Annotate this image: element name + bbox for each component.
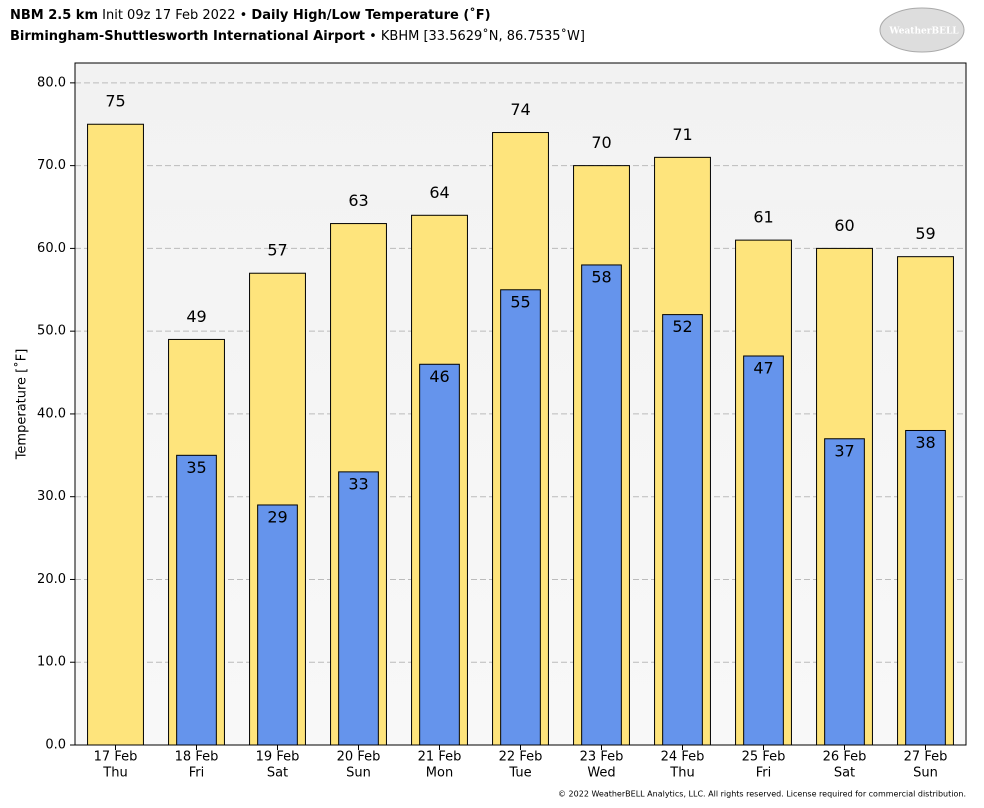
x-tick-label: 26 Feb bbox=[823, 750, 867, 765]
value-label: 70 bbox=[591, 133, 611, 152]
plot-frame bbox=[74, 62, 967, 746]
value-label: 46 bbox=[429, 367, 449, 386]
x-tick-label: 20 Feb bbox=[337, 750, 381, 765]
value-label: 52 bbox=[672, 317, 692, 336]
value-label: 60 bbox=[834, 216, 854, 235]
bar bbox=[824, 438, 865, 746]
x-tick-label: 19 Feb bbox=[256, 750, 300, 765]
value-label: 64 bbox=[429, 183, 449, 202]
x-tick-label: 18 Feb bbox=[175, 750, 219, 765]
footer: © 2022 WeatherBELL Analytics, LLC. All r… bbox=[558, 790, 966, 799]
x-tick-label: 24 Feb bbox=[661, 750, 705, 765]
subtitle-part: Birmingham-Shuttlesworth International A… bbox=[10, 29, 365, 44]
value-label: 55 bbox=[510, 292, 530, 311]
value-label: 59 bbox=[915, 224, 935, 243]
bar bbox=[338, 471, 379, 746]
x-tick-label: 25 Feb bbox=[742, 750, 786, 765]
chart-title: NBM 2.5 km Init 09z 17 Feb 2022 • Daily … bbox=[10, 7, 491, 23]
x-tick-label: 27 Feb bbox=[904, 750, 948, 765]
value-label: 38 bbox=[915, 433, 935, 452]
logo: WeatherBELL bbox=[888, 27, 959, 37]
title-part: NBM 2.5 km bbox=[10, 8, 98, 23]
value-label: 63 bbox=[348, 191, 368, 210]
value-label: 33 bbox=[348, 474, 368, 493]
y-tick-label: 10.0 bbox=[37, 655, 66, 670]
title-part: • bbox=[240, 8, 248, 23]
value-label: 71 bbox=[672, 125, 692, 144]
subtitle-part: • KBHM [33.5629˚N, 86.7535˚W] bbox=[369, 28, 585, 44]
x-tick-label: Fri bbox=[756, 766, 772, 781]
value-label: 37 bbox=[834, 441, 854, 460]
y-tick-label: 70.0 bbox=[37, 158, 66, 173]
y-tick-label: 80.0 bbox=[37, 75, 66, 90]
x-tick-label: 22 Feb bbox=[499, 750, 543, 765]
bar bbox=[176, 454, 217, 746]
x-tick-label: Fri bbox=[189, 766, 205, 781]
value-label: 47 bbox=[753, 358, 773, 377]
x-tick-label: Sat bbox=[267, 766, 288, 781]
bar bbox=[581, 264, 622, 746]
value-label: 61 bbox=[753, 208, 773, 227]
chart-subtitle: Birmingham-Shuttlesworth International A… bbox=[10, 28, 585, 44]
x-tick-label: Thu bbox=[669, 766, 694, 781]
bar bbox=[500, 289, 541, 746]
value-label: 74 bbox=[510, 100, 530, 119]
value-label: 58 bbox=[591, 267, 611, 286]
x-tick-label: 23 Feb bbox=[580, 750, 624, 765]
logo-mark bbox=[879, 7, 965, 53]
value-label: 49 bbox=[186, 307, 206, 326]
value-label: 75 bbox=[105, 92, 125, 111]
x-tick-label: Sat bbox=[834, 766, 855, 781]
y-tick-label: 0.0 bbox=[45, 738, 66, 753]
y-tick-label: 20.0 bbox=[37, 572, 66, 587]
title-part: Daily High/Low Temperature (˚F) bbox=[251, 7, 490, 23]
bar bbox=[257, 504, 298, 746]
x-tick-label: Sun bbox=[913, 766, 938, 781]
x-tick-label: Wed bbox=[587, 766, 615, 781]
y-tick-label: 60.0 bbox=[37, 241, 66, 256]
y-tick-label: 40.0 bbox=[37, 406, 66, 421]
bar bbox=[662, 314, 703, 746]
value-label: 29 bbox=[267, 507, 287, 526]
x-tick-label: Thu bbox=[102, 766, 127, 781]
x-tick-label: 17 Feb bbox=[94, 750, 138, 765]
title-part: Init 09z 17 Feb 2022 bbox=[102, 8, 235, 23]
x-tick-label: 21 Feb bbox=[418, 750, 462, 765]
x-tick-label: Tue bbox=[508, 766, 531, 781]
x-tick-label: Mon bbox=[426, 766, 453, 781]
value-label: 35 bbox=[186, 458, 206, 477]
y-tick-label: 30.0 bbox=[37, 489, 66, 504]
bar bbox=[87, 123, 144, 746]
y-axis-label: Temperature [˚F] bbox=[14, 349, 30, 461]
y-tick-label: 50.0 bbox=[37, 324, 66, 339]
bar bbox=[743, 355, 784, 746]
x-tick-label: Sun bbox=[346, 766, 371, 781]
value-label: 57 bbox=[267, 241, 287, 260]
bar bbox=[905, 429, 946, 746]
bar bbox=[419, 363, 460, 746]
